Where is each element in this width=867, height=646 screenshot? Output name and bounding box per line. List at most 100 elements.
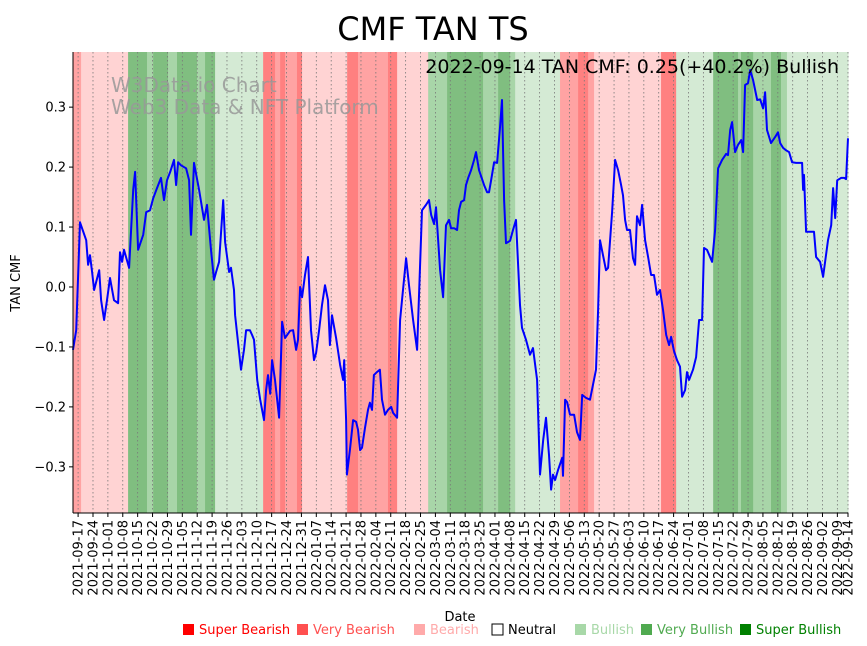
- x-tick-label: 2022-04-22: [533, 520, 548, 596]
- legend-swatch-neutral: [491, 623, 504, 636]
- y-tick-label: −0.2: [34, 400, 66, 415]
- band-very-bullish: [428, 52, 448, 513]
- band-very-bearish: [560, 52, 579, 513]
- x-tick-label: 2022-06-03: [622, 520, 637, 596]
- x-tick-label: 2022-07-29: [742, 520, 757, 596]
- x-tick-label: 2021-12-17: [265, 520, 280, 596]
- band-super-bearish: [296, 52, 303, 513]
- band-very-bearish: [275, 52, 281, 513]
- x-tick-label: 2022-01-14: [325, 520, 340, 596]
- x-tick-label: 2022-04-01: [488, 520, 503, 596]
- x-tick-label: 2022-02-18: [399, 520, 414, 596]
- band-super-bearish: [280, 52, 286, 513]
- x-tick-label: 2021-10-22: [146, 520, 161, 596]
- x-tick-label: 2022-08-26: [801, 520, 816, 596]
- x-tick-label: 2022-05-13: [578, 520, 593, 596]
- band-super-bullish: [741, 52, 754, 513]
- x-tick-label: 2022-06-17: [652, 520, 667, 596]
- x-tick-label: 2021-11-19: [206, 520, 221, 596]
- x-tick-label: 2022-01-07: [310, 520, 325, 596]
- x-tick-label: 2021-11-12: [191, 520, 206, 596]
- band-bearish: [81, 52, 129, 513]
- x-tick-label: 2022-08-12: [771, 520, 786, 596]
- x-tick-label: 2022-09-09: [831, 520, 846, 596]
- x-tick-label: 2021-12-10: [250, 520, 265, 596]
- legend-label-very-bullish: Very Bullish: [657, 623, 733, 638]
- legend-swatch-bullish: [575, 624, 586, 635]
- x-tick-label: 2021-10-29: [161, 520, 176, 596]
- x-tick-label: 2022-01-28: [354, 520, 369, 596]
- band-bearish: [397, 52, 429, 513]
- x-tick-label: 2022-02-25: [414, 520, 429, 596]
- x-tick-label: 2022-05-06: [563, 520, 578, 596]
- band-very-bullish: [781, 52, 788, 513]
- legend: Super Bearish Very Bearish Bearish Neutral B…: [183, 623, 841, 638]
- x-tick-label: 2022-04-29: [548, 520, 563, 596]
- band-super-bullish: [713, 52, 739, 513]
- y-tick-label: 0.0: [45, 280, 66, 295]
- band-very-bullish: [168, 52, 178, 513]
- legend-swatch-bearish: [414, 624, 425, 635]
- band-very-bullish: [483, 52, 499, 513]
- x-tick-label: 2022-08-19: [786, 520, 801, 596]
- band-super-bullish: [176, 52, 198, 513]
- x-tick-label: 2021-09-17: [72, 520, 87, 596]
- band-super-bearish: [347, 52, 359, 513]
- x-tick-label: 2022-06-10: [637, 520, 652, 596]
- x-tick-label: 2022-07-01: [682, 520, 697, 596]
- x-ticks: 2021-09-17 2021-09-24 2021-10-01 2021-10-08…: [72, 513, 857, 596]
- x-tick-label: 2021-11-26: [220, 520, 235, 596]
- y-axis-label: TAN CMF: [9, 254, 24, 312]
- chart-title: CMF TAN TS: [337, 10, 528, 48]
- legend-label-bullish: Bullish: [591, 623, 634, 638]
- band-bullish: [515, 52, 561, 513]
- band-bearish: [594, 52, 662, 513]
- x-tick-label: 2021-10-08: [116, 520, 131, 596]
- band-super-bullish: [153, 52, 169, 513]
- band-super-bullish: [498, 52, 511, 513]
- x-tick-label: 2022-05-27: [608, 520, 623, 596]
- x-tick-label: 2022-04-15: [518, 520, 533, 596]
- x-tick-label: 2022-07-15: [712, 520, 727, 596]
- cmf-series-line: [72, 69, 849, 491]
- legend-label-very-bearish: Very Bearish: [313, 623, 395, 638]
- band-super-bullish: [205, 52, 216, 513]
- legend-swatch-super-bearish: [183, 624, 194, 635]
- watermark: W3Data.io Chart Web3 Data & NFT Platform: [111, 73, 379, 119]
- band-super-bullish: [771, 52, 782, 513]
- band-very-bullish: [147, 52, 154, 513]
- band-very-bullish: [196, 52, 206, 513]
- x-tick-label: 2022-01-21: [340, 520, 355, 596]
- y-tick-label: 0.1: [45, 221, 66, 236]
- watermark-line-2: Web3 Data & NFT Platform: [111, 95, 379, 119]
- x-tick-label: 2022-04-08: [503, 520, 518, 596]
- x-tick-label: 2022-03-18: [459, 520, 474, 596]
- legend-label-bearish: Bearish: [430, 623, 479, 638]
- x-tick-label: 2022-02-04: [369, 520, 384, 596]
- band-very-bullish: [753, 52, 772, 513]
- x-tick-label: 2022-02-11: [384, 520, 399, 596]
- y-ticks: −0.3 −0.2 −0.1 0.0 0.1 0.2 0.3: [34, 101, 73, 475]
- x-tick-label: 2021-12-31: [295, 520, 310, 596]
- x-tick-label: 2021-09-24: [86, 520, 101, 596]
- y-tick-label: −0.3: [34, 460, 66, 475]
- x-tick-label: 2022-07-08: [697, 520, 712, 596]
- band-super-bearish: [661, 52, 677, 513]
- legend-label-super-bearish: Super Bearish: [199, 623, 290, 638]
- band-very-bullish: [510, 52, 516, 513]
- x-tick-label: 2021-11-05: [176, 520, 191, 596]
- legend-swatch-very-bearish: [297, 624, 308, 635]
- x-axis-label: Date: [444, 610, 475, 625]
- band-super-bearish: [387, 52, 398, 513]
- x-tick-label: 2022-09-02: [816, 520, 831, 596]
- band-bullish: [676, 52, 714, 513]
- legend-label-neutral: Neutral: [508, 623, 556, 638]
- x-tick-label: 2022-06-24: [667, 520, 682, 596]
- y-tick-label: −0.1: [34, 340, 66, 355]
- x-tick-label: 2022-03-04: [429, 520, 444, 596]
- band-super-bearish: [578, 52, 589, 513]
- x-tick-label: 2022-08-05: [756, 520, 771, 596]
- x-tick-label: 2021-10-15: [131, 520, 146, 596]
- band-super-bearish: [263, 52, 276, 513]
- band-super-bullish: [128, 52, 148, 513]
